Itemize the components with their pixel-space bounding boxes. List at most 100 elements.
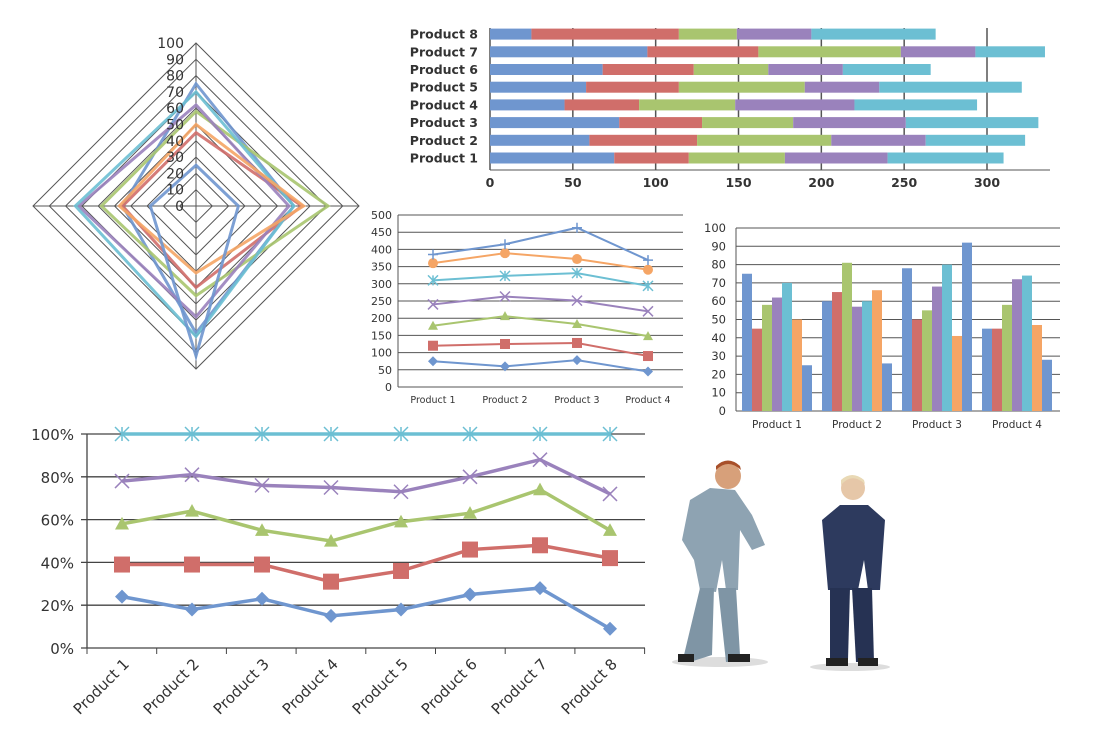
percent-category-label: Product 2 (140, 655, 203, 718)
column-y-tick-label: 80 (711, 258, 726, 272)
line-series-1 (432, 359, 649, 373)
marker-diamond (643, 366, 653, 377)
marker-square (393, 562, 409, 579)
hbar-segment (975, 46, 1045, 58)
hbar-segment (842, 64, 931, 75)
hbar-segment (736, 28, 812, 40)
marker-x (184, 467, 200, 483)
hbar-segment (490, 134, 590, 146)
hbar-segment (647, 46, 759, 58)
marker-square (323, 573, 339, 590)
column-bar (962, 242, 972, 411)
marker-star (393, 426, 409, 442)
hbar-segment (614, 152, 689, 164)
column-category-label: Product 4 (992, 419, 1042, 431)
radar-series-1 (120, 81, 296, 336)
radar-tick-label: 60 (166, 101, 184, 117)
column-bar (932, 286, 942, 411)
hbar-segment (697, 134, 832, 146)
column-bar (1002, 304, 1012, 411)
column-y-tick-label: 50 (711, 313, 726, 327)
percent-y-tick-label: 0% (50, 640, 74, 658)
radar-series-5 (73, 89, 296, 339)
percent-category-label: Product 3 (210, 655, 273, 718)
hbar-segment (678, 81, 805, 93)
column-bar (982, 328, 992, 411)
hbar-x-tick-label: 200 (808, 175, 834, 190)
radar-tick-label: 30 (166, 150, 184, 166)
line-category-label: Product 1 (410, 395, 455, 406)
marker-square (572, 337, 582, 348)
hbar-segment (490, 81, 587, 93)
percent-category-label: Product 6 (418, 655, 481, 718)
hbar-x-tick-label: 300 (974, 175, 1000, 190)
marker-x (462, 469, 478, 485)
column-bar (792, 319, 802, 411)
hbar-segment (564, 99, 640, 111)
percent-stacked-line-chart: 0%20%40%60%80%100%Product 1 Product 2 Prod… (31, 426, 646, 718)
marker-triangle (115, 516, 129, 530)
marker-square (184, 556, 200, 573)
marker-star (254, 426, 270, 442)
businessman-figurines (672, 460, 890, 671)
line-y-tick-label: 0 (385, 381, 392, 394)
column-y-tick-label: 100 (704, 221, 726, 235)
column-bar (842, 262, 852, 411)
marker-diamond (255, 591, 269, 606)
hbar-segment (758, 46, 901, 58)
column-y-tick-label: 70 (711, 276, 726, 290)
column-bar (1042, 359, 1052, 411)
column-bar (752, 328, 762, 411)
figurine-right (810, 475, 890, 671)
marker-diamond (603, 621, 617, 636)
hbar-category-label: Product 2 (410, 133, 478, 148)
hbar-segment (735, 99, 855, 111)
line-y-tick-label: 300 (371, 278, 392, 291)
column-bar (822, 301, 832, 411)
marker-x (114, 473, 130, 489)
hbar-segment (854, 99, 978, 111)
percent-y-tick-label: 40% (41, 554, 74, 572)
marker-x (499, 290, 511, 303)
column-bar (1032, 324, 1042, 411)
marker-square (602, 550, 618, 567)
radar-series-6 (117, 122, 307, 275)
marker-triangle (255, 523, 269, 536)
line-y-tick-label: 200 (371, 312, 392, 325)
percent-y-tick-label: 80% (41, 469, 74, 487)
hbar-segment (879, 81, 1022, 93)
radar-tick-label: 90 (166, 52, 184, 68)
marker-square (462, 541, 478, 558)
line-y-tick-label: 350 (371, 261, 392, 274)
column-bar (872, 290, 882, 411)
marker-x (571, 295, 583, 307)
hbar-category-label: Product 7 (410, 44, 478, 59)
hbar-category-label: Product 6 (410, 62, 478, 77)
marker-triangle (643, 331, 653, 341)
column-bar (922, 310, 932, 411)
percent-series-1 (121, 586, 611, 631)
hbar-segment (490, 28, 532, 40)
column-bar (952, 335, 962, 411)
hbar-segment (602, 64, 694, 75)
percent-y-tick-label: 20% (41, 597, 74, 615)
marker-star (184, 426, 200, 442)
marker-circle (500, 248, 510, 259)
radar-tick-label: 40 (166, 134, 184, 150)
percent-y-tick-label: 60% (41, 512, 74, 530)
column-bar (1012, 279, 1022, 411)
line-series-3 (432, 315, 649, 338)
marker-diamond (533, 581, 547, 596)
marker-x (427, 298, 439, 310)
column-y-tick-label: 10 (711, 386, 726, 400)
marker-triangle (185, 504, 199, 517)
column-bar (862, 301, 872, 411)
marker-square (254, 556, 270, 573)
column-bar (742, 273, 752, 411)
marker-diamond (394, 602, 408, 617)
line-y-tick-label: 50 (378, 364, 392, 377)
column-y-tick-label: 0 (719, 404, 726, 418)
marker-square (500, 339, 510, 349)
